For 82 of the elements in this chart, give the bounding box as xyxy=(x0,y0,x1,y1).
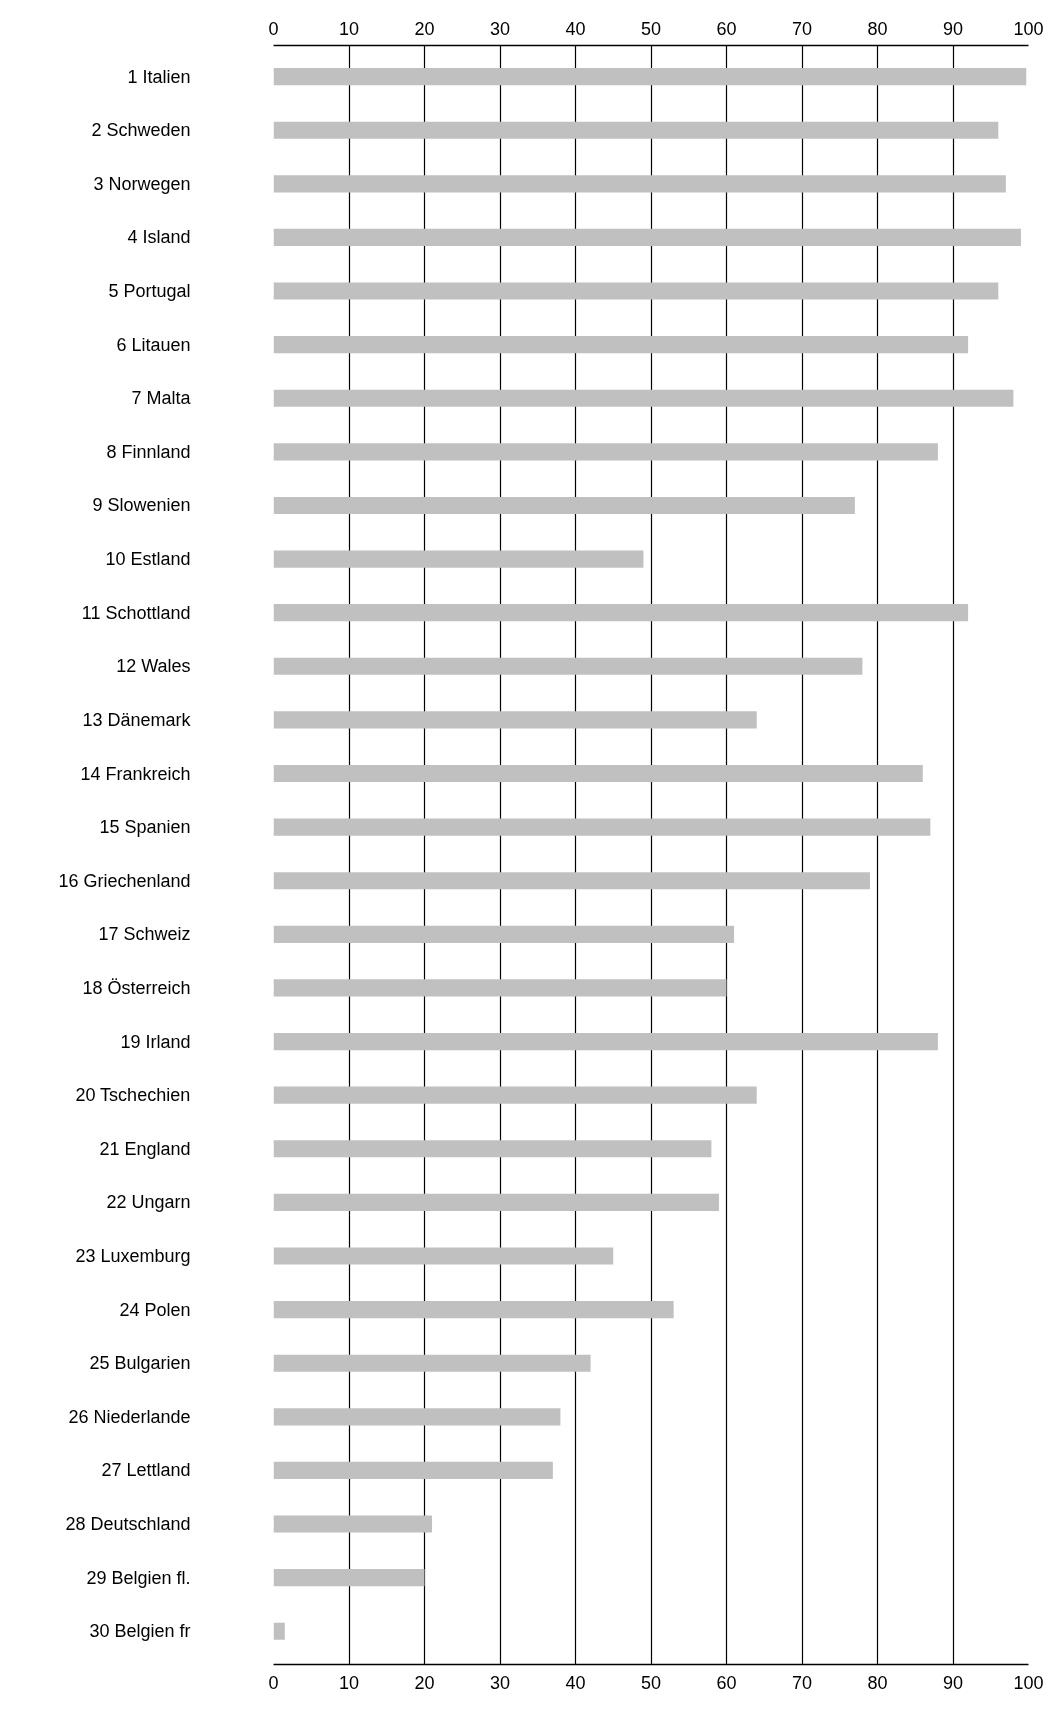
x-tick-label: 20 xyxy=(414,18,435,39)
x2-tick-label: 40 xyxy=(565,1672,586,1693)
y-tick-label: 26 Niederlande xyxy=(68,1406,191,1427)
y-tick-label: 25 Bulgarien xyxy=(89,1353,191,1374)
x-tick-label: 10 xyxy=(338,18,360,39)
x2-tick-label: 10 xyxy=(338,1672,360,1693)
y-tick-label: 23 Luxemburg xyxy=(75,1246,191,1266)
bar xyxy=(273,1193,719,1211)
y-tick-label: 21 England xyxy=(99,1138,191,1159)
bar xyxy=(273,925,735,943)
x2-tick-label: 30 xyxy=(489,1672,511,1693)
bar xyxy=(273,1032,938,1051)
bar xyxy=(273,389,1014,407)
x-tick-label: 0 xyxy=(268,18,279,39)
y-tick-label: 30 Belgien fr xyxy=(89,1621,191,1642)
y-tick-label: 5 Portugal xyxy=(108,281,191,302)
x2-tick-label: 90 xyxy=(942,1672,964,1693)
y-tick-label: 7 Malta xyxy=(131,388,192,409)
bar xyxy=(273,282,999,300)
y-tick-label: 9 Slowenien xyxy=(92,495,191,516)
y-tick-label: 13 Dänemark xyxy=(82,709,192,730)
y-tick-label: 11 Schottland xyxy=(81,602,191,623)
x2-tick-label: 60 xyxy=(716,1672,737,1693)
x-tick-label: 30 xyxy=(489,18,511,39)
y-tick-label: 12 Wales xyxy=(116,656,191,677)
bar xyxy=(273,1622,285,1640)
bar xyxy=(273,657,863,675)
y-tick-label: 8 Finnland xyxy=(106,441,191,462)
x-tick-label: 70 xyxy=(791,18,813,39)
bar xyxy=(273,764,923,783)
y-tick-label: 3 Norwegen xyxy=(93,173,191,194)
x-tick-label: 80 xyxy=(867,18,888,39)
y-tick-label: 15 Spanien xyxy=(99,817,191,838)
x-tick-label: 40 xyxy=(565,18,586,39)
x-tick-label: 90 xyxy=(942,18,964,39)
x2-tick-label: 100 xyxy=(1013,1672,1044,1693)
y-tick-label: 22 Ungarn xyxy=(106,1192,191,1213)
y-tick-label: 6 Litauen xyxy=(116,334,191,355)
y-tick-label: 27 Lettland xyxy=(101,1460,191,1481)
bar xyxy=(273,818,931,836)
x2-tick-label: 70 xyxy=(791,1672,813,1693)
bar xyxy=(273,228,1021,246)
bar xyxy=(273,496,855,515)
y-tick-label: 14 Frankreich xyxy=(80,763,191,784)
bar xyxy=(273,1086,757,1104)
bar xyxy=(273,1569,425,1587)
bar xyxy=(273,175,1006,193)
bar xyxy=(273,336,969,354)
bar xyxy=(273,1515,433,1533)
x-tick-label: 60 xyxy=(716,18,737,39)
y-tick-label: 1 Italien xyxy=(127,66,191,87)
bar xyxy=(273,121,999,139)
x-tick-label: 100 xyxy=(1013,18,1044,39)
x2-tick-label: 0 xyxy=(268,1672,279,1693)
bar xyxy=(273,872,870,890)
y-tick-label: 17 Schweiz xyxy=(98,924,191,945)
bar xyxy=(273,1461,553,1480)
y-tick-label: 16 Griechenland xyxy=(58,870,191,891)
bar xyxy=(273,68,1027,86)
y-tick-label: 4 Island xyxy=(127,227,191,248)
bar xyxy=(273,443,938,461)
y-tick-label: 20 Tschechien xyxy=(75,1085,191,1106)
bar xyxy=(273,711,757,729)
bar xyxy=(273,979,727,997)
bar xyxy=(273,550,644,568)
bar xyxy=(273,1301,674,1319)
y-tick-label: 2 Schweden xyxy=(91,120,191,141)
x2-tick-label: 20 xyxy=(414,1672,435,1693)
y-tick-label: 18 Österreich xyxy=(82,977,191,998)
y-tick-label: 24 Polen xyxy=(119,1299,191,1320)
y-tick-label: 29 Belgien fl. xyxy=(86,1567,191,1588)
bar xyxy=(273,604,969,622)
y-tick-label: 19 Irland xyxy=(120,1031,191,1052)
bar xyxy=(273,1247,614,1265)
x2-tick-label: 50 xyxy=(640,1672,662,1693)
bar xyxy=(273,1354,591,1372)
x-tick-label: 50 xyxy=(640,18,662,39)
bar xyxy=(273,1408,561,1426)
bar xyxy=(273,1140,712,1158)
y-tick-label: 28 Deutschland xyxy=(65,1514,191,1535)
y-tick-label: 10 Estland xyxy=(105,549,191,570)
x2-tick-label: 80 xyxy=(867,1672,888,1693)
